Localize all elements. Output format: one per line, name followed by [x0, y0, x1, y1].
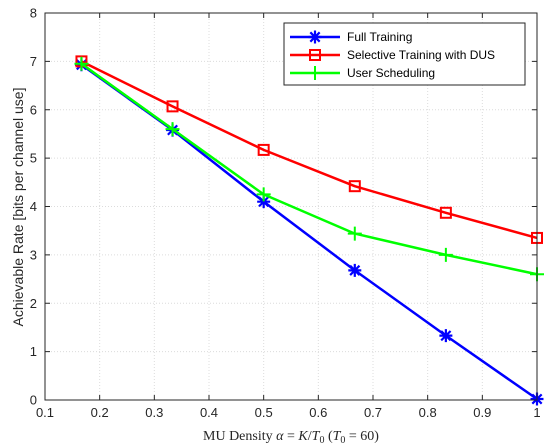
- series-line: [80, 62, 538, 276]
- x-tick-label: 0.4: [200, 405, 218, 420]
- y-axis-label: Achievable Rate [bits per channel use]: [10, 88, 26, 327]
- legend-label: User Scheduling: [347, 66, 435, 80]
- data-point: [165, 122, 180, 137]
- x-tick-label: 0.1: [36, 405, 54, 420]
- y-tick-label: 7: [30, 54, 37, 69]
- data-point: [257, 195, 271, 209]
- legend-label: Selective Training with DUS: [347, 48, 495, 62]
- data-point: [348, 180, 361, 193]
- y-tick-label: 5: [30, 151, 37, 166]
- data-point: [439, 206, 452, 219]
- y-tick-label: 2: [30, 296, 37, 311]
- axis-ticks: 0.1 0.2 0.3 0.4 0.5 0.6 0.7 0.8 0.9 1 0 1 2 3 4 5 6 7 8: [30, 6, 541, 421]
- x-axis-label: MU Density α = K/T0 (T0 = 60): [203, 429, 379, 446]
- x-tick-label: 0.8: [419, 405, 437, 420]
- data-point: [166, 100, 179, 113]
- data-point: [257, 143, 270, 156]
- data-point: [438, 247, 453, 262]
- series-line: [80, 60, 538, 240]
- y-tick-label: 8: [30, 6, 37, 21]
- x-tick-label: 0.5: [255, 405, 273, 420]
- series-line: [80, 63, 538, 401]
- series-group: [74, 55, 544, 406]
- series-user-scheduling: [74, 56, 544, 282]
- data-point: [348, 263, 362, 277]
- legend: Full Training Selective Training with DUS…: [283, 22, 526, 86]
- data-point: [74, 56, 89, 71]
- y-tick-label: 6: [30, 102, 37, 117]
- x-tick-label: 0.9: [473, 405, 491, 420]
- data-point: [256, 187, 271, 202]
- series-selective-training-with-dus: [75, 55, 543, 244]
- y-tick-label: 4: [30, 199, 37, 214]
- x-tick-label: 1: [533, 405, 540, 420]
- legend-marker: [308, 66, 322, 80]
- y-tick-label: 1: [30, 344, 37, 359]
- data-point: [347, 226, 362, 241]
- legend-marker: [308, 30, 322, 44]
- x-tick-label: 0.7: [364, 405, 382, 420]
- y-tick-label: 3: [30, 247, 37, 262]
- data-point: [439, 329, 453, 343]
- x-tick-label: 0.3: [145, 405, 163, 420]
- x-tick-label: 0.6: [309, 405, 327, 420]
- legend-marker: [309, 49, 321, 61]
- legend-label: Full Training: [347, 30, 412, 44]
- x-tick-label: 0.2: [91, 405, 109, 420]
- y-tick-label: 0: [30, 393, 37, 408]
